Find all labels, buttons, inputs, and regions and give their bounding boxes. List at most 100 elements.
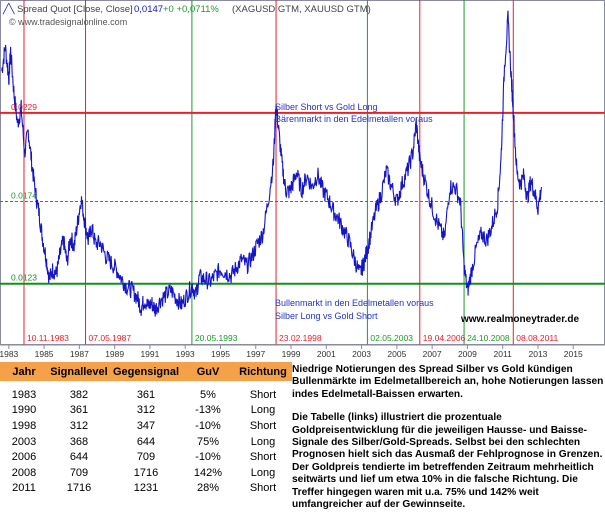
table-cell: 1990 xyxy=(11,404,37,417)
level-label: 0.0123 xyxy=(11,273,37,283)
table-cell: Short xyxy=(249,482,277,495)
table-cell: 2003 xyxy=(11,435,37,448)
table-cell: 347 xyxy=(136,419,156,432)
spread-series-line xyxy=(1,10,543,317)
x-tick-label: 1995 xyxy=(211,349,230,359)
x-tick-label: 1985 xyxy=(35,349,54,359)
x-tick-label: 2005 xyxy=(387,349,406,359)
signal-date-label: 02.05.2003 xyxy=(370,333,413,343)
table-cell: 644 xyxy=(136,435,156,448)
table-cell: Long xyxy=(250,466,276,479)
signal-lines xyxy=(23,0,514,345)
table-cell: 142% xyxy=(193,466,223,479)
table-row: 2006 644 709 -10% Short xyxy=(0,449,292,465)
table-cell: 1716 xyxy=(133,466,159,479)
spread-chart: 10.11.1983 07.05.1987 20.05.1993 23.02.1998… xyxy=(0,0,605,359)
signal-date-label: 08.08.2011 xyxy=(516,333,558,343)
x-axis-ticks: 1983 1985 1987 1989 1991 1993 1995 1997 1999 2001… xyxy=(0,345,583,359)
header-gegensignal: Gegensignal xyxy=(110,362,182,381)
level-labels: 0.0229 0.0174 0.0123 xyxy=(11,102,37,283)
header-jahr: Jahr xyxy=(0,362,48,381)
table-row: 2003 368 644 75% Long xyxy=(0,434,292,450)
table-cell: Short xyxy=(249,388,277,401)
chart-title-symbols: (XAGUSD GTM, XAUUSD GTM) xyxy=(232,4,371,15)
level-label: 0.0229 xyxy=(11,102,37,112)
table-cell: 1998 xyxy=(11,419,37,432)
table-cell: 28% xyxy=(196,482,220,495)
x-tick-label: 1989 xyxy=(105,349,124,359)
table-cell: -13% xyxy=(195,404,221,417)
table-cell: 368 xyxy=(69,435,89,448)
chart-title-change: +0 +0,0711% xyxy=(163,4,219,15)
signal-date-label: 23.02.1998 xyxy=(279,333,322,343)
signal-date-label: 10.11.1983 xyxy=(27,333,69,343)
table-cell: 2008 xyxy=(11,466,37,479)
level-label: 0.0174 xyxy=(11,191,37,201)
signal-date-label: 19.04.2006 xyxy=(423,333,466,343)
table-cell: Long xyxy=(250,404,276,417)
x-tick-label: 1999 xyxy=(282,349,301,359)
x-tick-label: 2009 xyxy=(458,349,477,359)
signal-table: Jahr Signallevel Gegensignal GuV Richtun… xyxy=(0,362,292,496)
x-tick-label: 1987 xyxy=(70,349,89,359)
chart-title-icon: ╱╲ xyxy=(2,2,16,15)
signal-date-label: 07.05.1987 xyxy=(89,333,132,343)
commentary-paragraph-1: Niedrige Notierungen des Spread Silber v… xyxy=(292,364,604,400)
watermark-bottom: www.realmoneytrader.de xyxy=(460,314,579,325)
table-cell: Long xyxy=(250,435,276,448)
chart-title-value: 0,0147 xyxy=(134,4,163,15)
table-row: 2011 1716 1231 28% Short xyxy=(0,481,292,497)
annotation-bear-line2: Bärenmarkt in den Edelmetallen voraus xyxy=(275,114,433,124)
table-cell: 361 xyxy=(136,388,156,401)
table-cell: 382 xyxy=(69,388,89,401)
table-row: 2008 709 1716 142% Long xyxy=(0,465,292,481)
table-cell: 2011 xyxy=(12,482,36,495)
table-header-row: Jahr Signallevel Gegensignal GuV Richtun… xyxy=(0,362,292,381)
x-tick-label: 1991 xyxy=(140,349,159,359)
signal-table-container: Jahr Signallevel Gegensignal GuV Richtun… xyxy=(0,362,292,494)
x-tick-label: 2001 xyxy=(317,349,336,359)
x-tick-label: 2013 xyxy=(529,349,548,359)
header-signallevel: Signallevel xyxy=(48,362,110,381)
x-tick-label: 2007 xyxy=(423,349,442,359)
table-row: 1990 361 312 -13% Long xyxy=(0,403,292,419)
x-tick-label: 2015 xyxy=(564,349,583,359)
table-cell: 709 xyxy=(136,451,156,464)
table-cell: 312 xyxy=(136,404,156,417)
table-cell: Short xyxy=(249,419,277,432)
annotation-bull-line2: Silber Long vs Gold Short xyxy=(275,311,378,321)
x-tick-label: 1993 xyxy=(176,349,195,359)
table-row: 1998 312 347 -10% Short xyxy=(0,418,292,434)
x-tick-label: 2011 xyxy=(494,349,513,359)
table-cell: 1983 xyxy=(11,388,37,401)
header-richtung: Richtung xyxy=(234,362,292,381)
commentary-paragraph-2: Die Tabelle (links) illustriert die proz… xyxy=(292,412,603,511)
watermark-top: © www.tradesignalonline.com xyxy=(9,17,127,27)
table-cell: 1716 xyxy=(66,482,92,495)
chart-title: Spread Quot [Close, Close] xyxy=(17,4,133,15)
table-cell: 709 xyxy=(69,466,89,479)
signal-date-label: 20.05.1993 xyxy=(195,333,238,343)
table-cell: Short xyxy=(249,451,277,464)
level-lines xyxy=(0,111,605,285)
plot-frame xyxy=(0,0,605,345)
table-cell: 75% xyxy=(196,435,220,448)
signal-date-label: 24.10.2008 xyxy=(467,333,510,343)
table-cell: 644 xyxy=(69,451,89,464)
signal-date-labels: 10.11.1983 07.05.1987 20.05.1993 23.02.1998… xyxy=(27,333,558,343)
table-cell: 312 xyxy=(69,419,89,432)
table-cell: 2006 xyxy=(11,451,37,464)
table-cell: 1231 xyxy=(133,482,159,495)
table-row: 1983 382 361 5% Short xyxy=(0,381,292,403)
commentary-text: Niedrige Notierungen des Spread Silber v… xyxy=(292,364,604,522)
annotation-bear-line1: Silber Short vs Gold Long xyxy=(275,102,378,112)
x-tick-label: 1997 xyxy=(246,349,265,359)
header-guv: GuV xyxy=(182,362,234,381)
table-cell: -10% xyxy=(195,419,221,432)
table-cell: -10% xyxy=(195,451,221,464)
table-cell: 361 xyxy=(69,404,89,417)
table-cell: 5% xyxy=(200,388,216,401)
annotation-bull-line1: Bullenmarkt in den Edelmetallen voraus xyxy=(275,298,434,308)
x-tick-label: 2003 xyxy=(352,349,371,359)
x-tick-label: 1983 xyxy=(0,349,19,359)
